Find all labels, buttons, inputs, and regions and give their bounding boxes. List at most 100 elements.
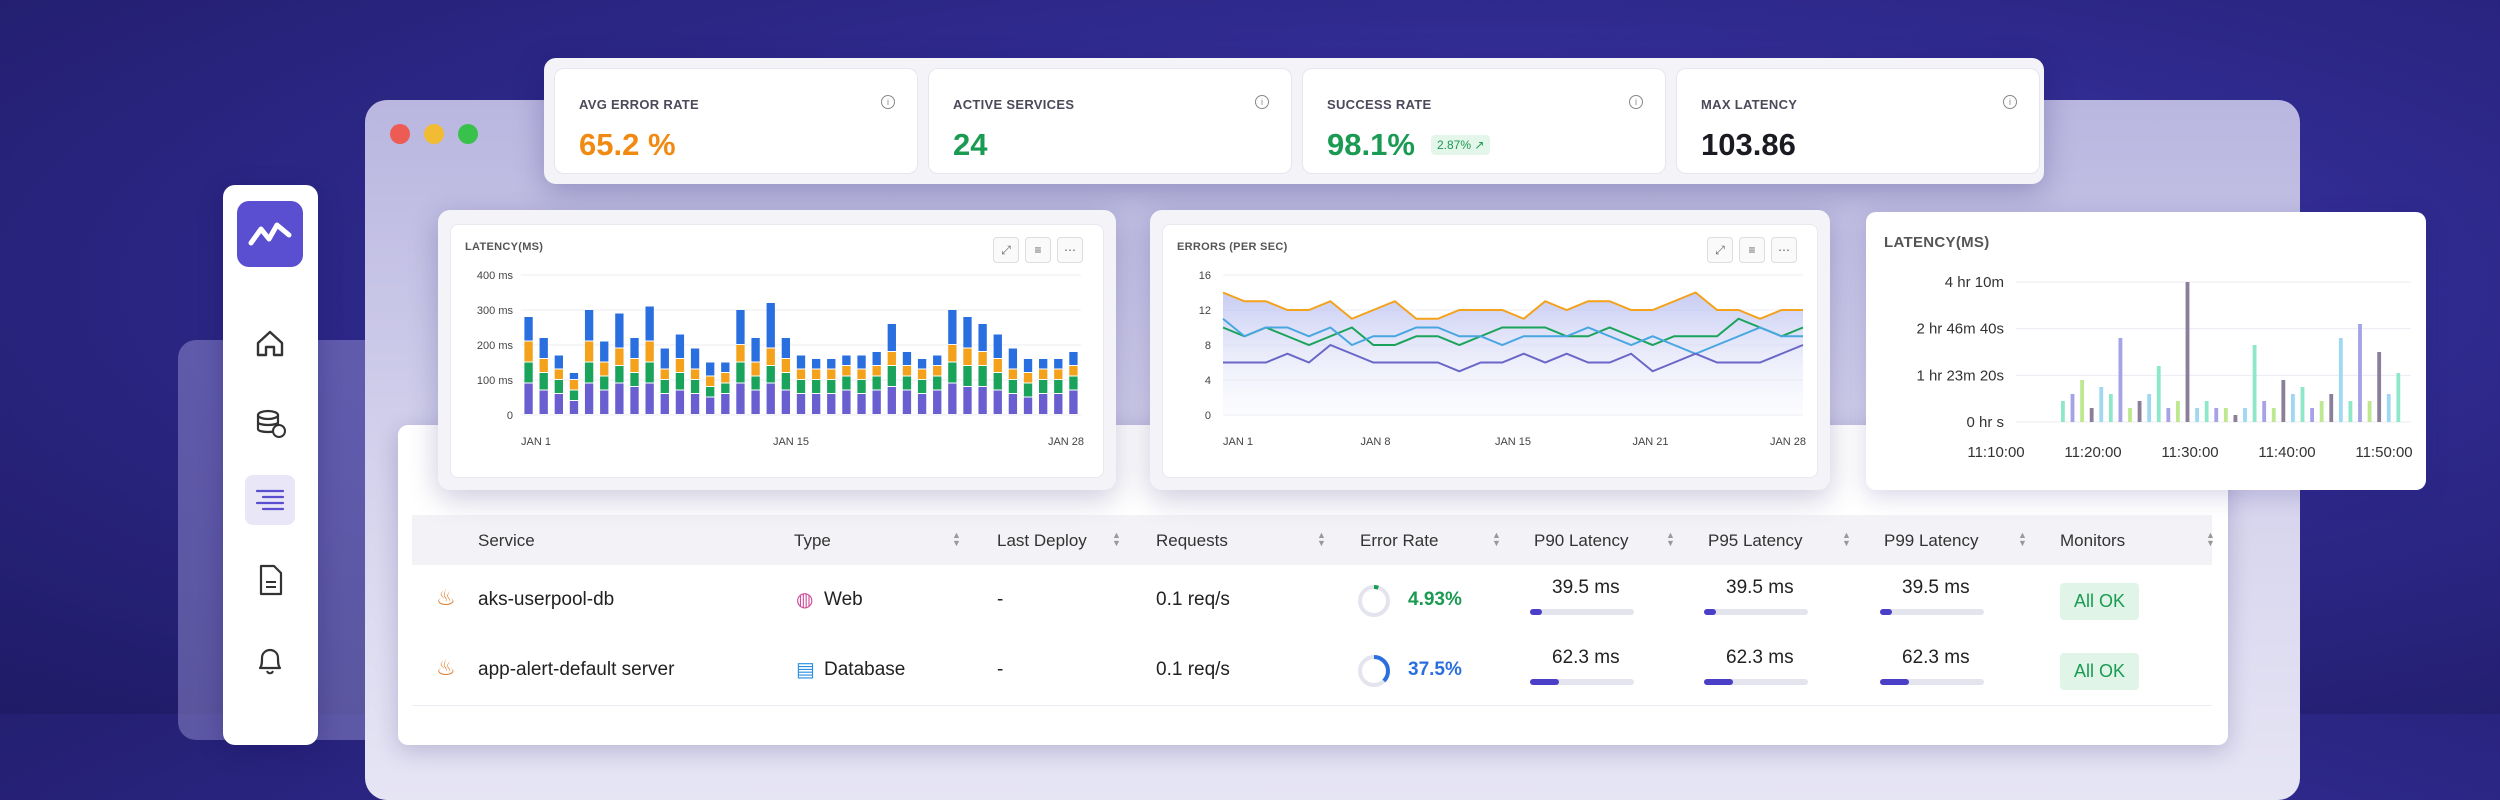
sort-icon[interactable]: ▲ ▼ (1112, 530, 1121, 548)
maximize-window-button[interactable] (458, 124, 478, 144)
database-icon: ▤ (796, 659, 815, 681)
bar-segment (1054, 369, 1063, 379)
bar-segment (554, 355, 563, 369)
histogram-bar (2329, 394, 2334, 422)
bar-segment (721, 362, 730, 372)
bar-segment (963, 366, 972, 386)
bar-segment (660, 394, 669, 414)
column-header-service[interactable]: Service (478, 531, 535, 550)
area-fill (1223, 292, 1803, 415)
app-logo[interactable] (237, 201, 303, 267)
info-icon[interactable]: i (881, 95, 895, 109)
service-name[interactable]: aks-userpool-db (478, 589, 615, 610)
bar-segment (554, 369, 563, 379)
latency-histogram-card: LATENCY(MS) 4 hr 10m 2 hr 46m 40s 1 hr 23m… (1866, 212, 2426, 490)
column-header-type[interactable]: Type (794, 531, 831, 550)
service-name[interactable]: app-alert-default server (478, 659, 675, 680)
expand-icon[interactable]: ⤢ (993, 237, 1019, 263)
monitor-status-badge[interactable]: All OK (2060, 583, 2140, 620)
histogram-bar (2099, 387, 2104, 422)
close-window-button[interactable] (390, 124, 410, 144)
x-tick-label: JAN 1 (1223, 436, 1253, 448)
y-tick-label: 0 hr s (1966, 414, 2004, 431)
bar-segment (827, 380, 836, 393)
kpi-card-max-latency: MAX LATENCY i 103.86 (1676, 68, 2040, 174)
bar-segment (721, 373, 730, 383)
bar-segment (1023, 383, 1033, 397)
expand-icon[interactable]: ⤢ (1707, 237, 1733, 263)
bar-segment (902, 390, 912, 414)
table-row[interactable]: ♨ aks-userpool-db ◍ Web - 0.1 req/s 4.93… (412, 565, 2212, 636)
filter-icon[interactable]: ≡ (1739, 237, 1765, 263)
bar-segment (539, 359, 548, 372)
list-icon (255, 489, 285, 511)
bar-segment (615, 383, 624, 414)
bar-segment (645, 306, 654, 341)
more-icon[interactable]: ⋯ (1771, 237, 1797, 263)
bar-segment (736, 345, 745, 362)
bar-segment (887, 352, 896, 365)
sidebar-item-alerts[interactable] (250, 640, 290, 680)
column-header-error-rate[interactable]: Error Rate (1360, 531, 1439, 550)
histogram-bar (2310, 408, 2314, 422)
more-icon[interactable]: ⋯ (1057, 237, 1083, 263)
bar-segment (736, 310, 745, 344)
bar-segment (569, 401, 579, 414)
column-header-requests[interactable]: Requests (1156, 531, 1228, 550)
bar-segment (524, 341, 533, 362)
sidebar-item-home[interactable] (250, 323, 290, 363)
sidebar-item-database[interactable] (250, 403, 290, 443)
sidebar-item-documents[interactable] (250, 560, 290, 600)
bar-segment (978, 352, 987, 365)
filter-icon[interactable]: ≡ (1025, 237, 1051, 263)
x-tick-label: JAN 15 (1495, 436, 1531, 448)
table-row[interactable]: ♨ app-alert-default server ▤ Database - … (412, 635, 2212, 706)
histogram-bar (2195, 408, 2199, 422)
column-header-last-deploy[interactable]: Last Deploy (997, 531, 1087, 550)
y-tick-label: 4 hr 10m (1945, 274, 2004, 291)
sort-icon[interactable]: ▲ ▼ (1492, 530, 1501, 548)
bar-segment (690, 394, 700, 414)
bar-segment (978, 324, 987, 351)
minimize-window-button[interactable] (424, 124, 444, 144)
sort-icon[interactable]: ▲ ▼ (1842, 530, 1851, 548)
bar-segment (887, 324, 896, 351)
column-header-monitors[interactable]: Monitors (2060, 531, 2126, 550)
sort-icon[interactable]: ▲ ▼ (1666, 530, 1675, 548)
bar-segment (963, 387, 972, 414)
bar-segment (902, 352, 912, 365)
requests: 0.1 req/s (1156, 659, 1230, 680)
info-icon[interactable]: i (1255, 95, 1269, 109)
monitor-status-badge[interactable]: All OK (2060, 653, 2140, 690)
bar-segment (842, 366, 851, 376)
bar-segment (584, 383, 594, 414)
column-header-p90-latency[interactable]: P90 Latency (1534, 531, 1629, 550)
column-header-p95-latency[interactable]: P95 Latency (1708, 531, 1803, 550)
bar-segment (1039, 380, 1048, 393)
bar-segment (827, 359, 836, 369)
chart-title: LATENCY(MS) (1884, 234, 1990, 251)
errors-area-chart: 16 12 8 4 0 JAN 1 JAN 8 JAN 15 JAN 21 JAN 28 (1199, 270, 1806, 448)
histogram-bar (2128, 408, 2132, 422)
bar-segment (1008, 380, 1018, 393)
sort-icon[interactable]: ▲ ▼ (1317, 530, 1326, 548)
sidebar-item-services[interactable] (245, 475, 295, 525)
info-icon[interactable]: i (1629, 95, 1643, 109)
bar-segment (721, 383, 730, 393)
bar-segment (796, 369, 806, 379)
info-icon[interactable]: i (2003, 95, 2017, 109)
bar-segment (948, 345, 957, 362)
globe-icon: ◍ (796, 589, 814, 611)
column-header-p99-latency[interactable]: P99 Latency (1884, 531, 1979, 550)
sort-icon[interactable]: ▲ ▼ (2018, 530, 2027, 548)
sort-icon[interactable]: ▲ ▼ (2206, 530, 2215, 548)
histogram-bar (2156, 366, 2161, 422)
x-tick-label: JAN 15 (773, 436, 809, 448)
p95-latency: 39.5 ms (1726, 577, 1794, 598)
chart-title: ERRORS (PER SEC) (1177, 241, 1288, 253)
x-tick-label: 11:30:00 (2161, 444, 2218, 461)
bar-segment (811, 380, 821, 393)
bar-segment (1054, 380, 1063, 393)
histogram-bar (2291, 394, 2295, 422)
sort-icon[interactable]: ▲ ▼ (952, 530, 961, 548)
